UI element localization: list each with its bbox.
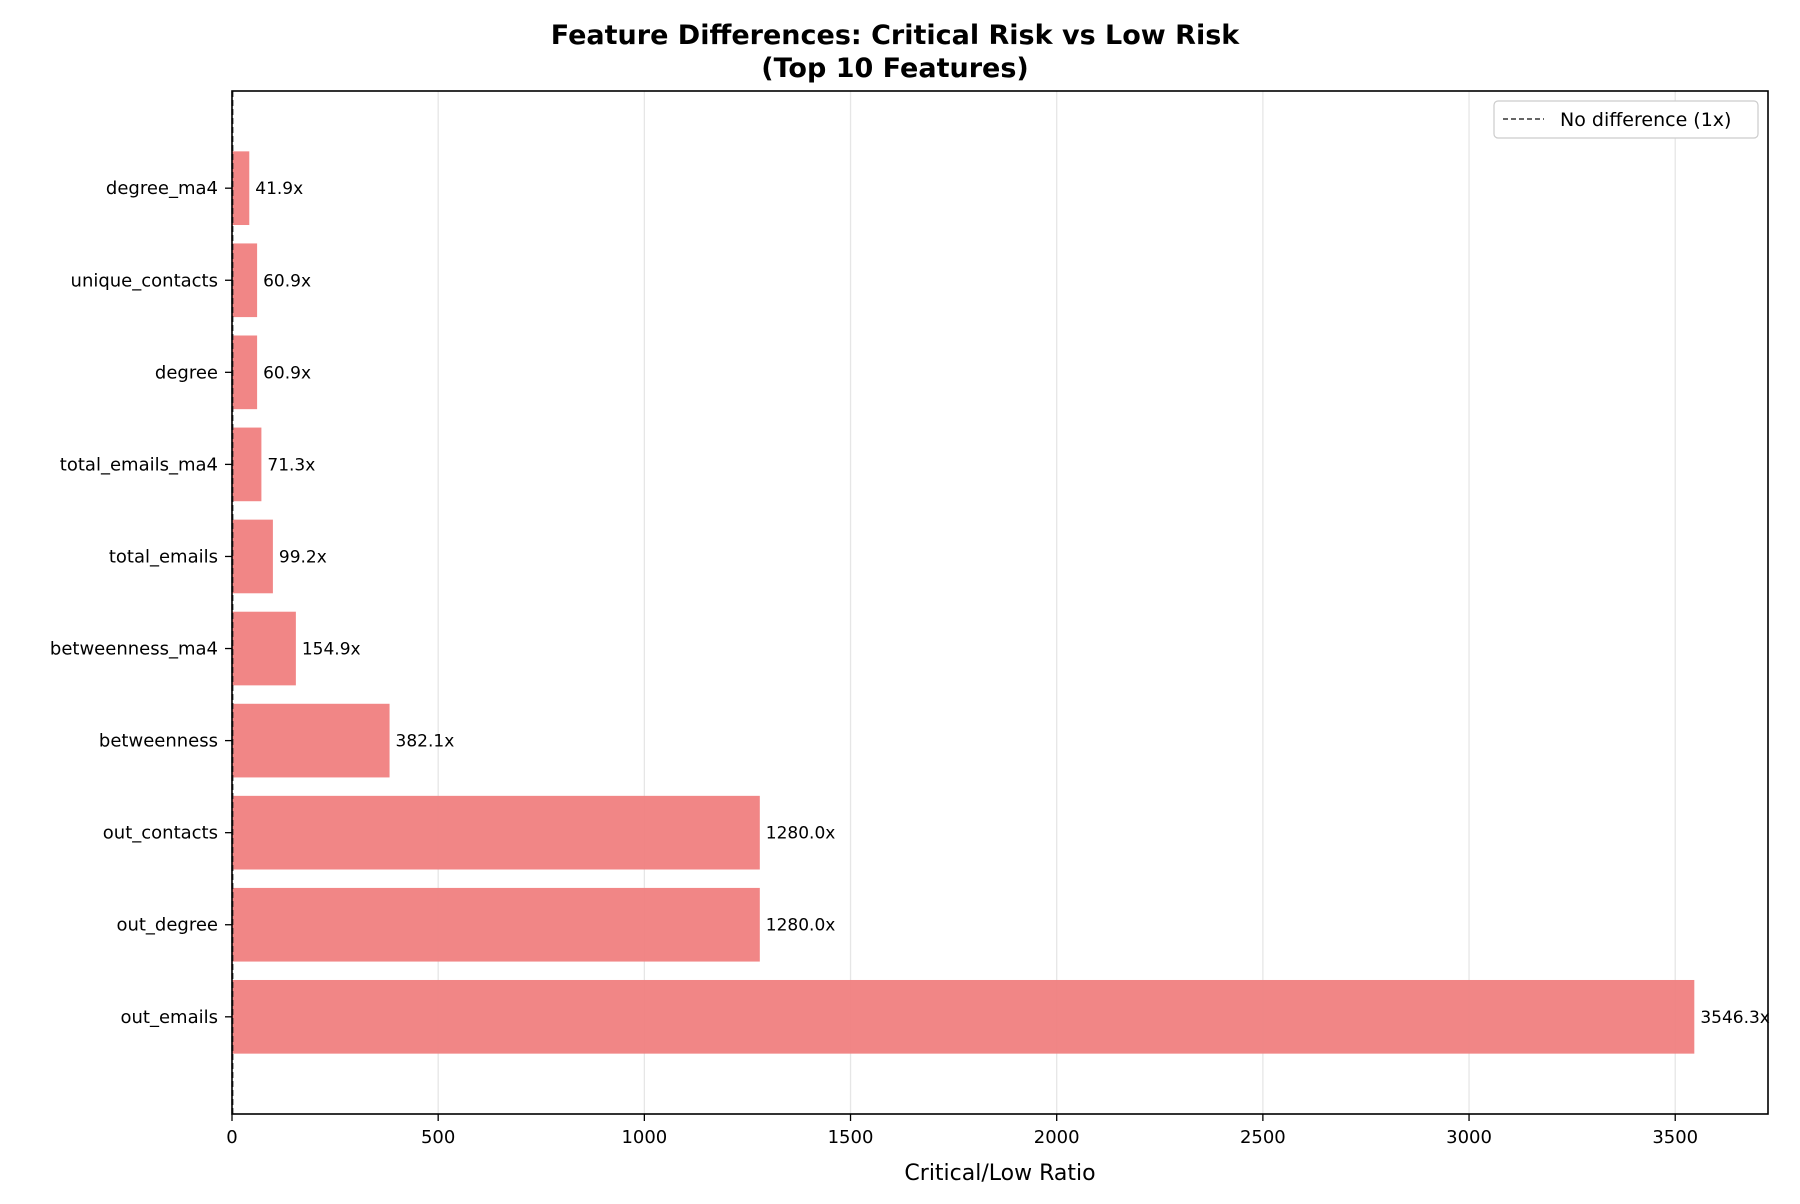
y-tick-label-3: betweenness [99, 731, 218, 752]
y-tick-label-9: degree_ma4 [106, 178, 218, 199]
x-tick-label-0: 0 [226, 1127, 237, 1148]
bar-total_emails_ma4 [232, 427, 262, 502]
data-label-9: 41.9x [255, 179, 303, 199]
plot-frame [231, 90, 1769, 1115]
data-label-0: 3546.3x [1700, 1008, 1770, 1028]
data-label-5: 99.2x [279, 547, 327, 567]
chart-title: Feature Differences: Critical Risk vs Lo… [551, 20, 1241, 51]
chart-subtitle: (Top 10 Features) [761, 53, 1028, 84]
bar-betweenness_ma4 [232, 611, 296, 686]
data-label-7: 60.9x [263, 363, 311, 383]
data-label-1: 1280.0x [766, 916, 836, 936]
data-label-4: 154.9x [302, 640, 361, 660]
y-tick-label-1: out_degree [116, 915, 218, 936]
bar-unique_contacts [232, 243, 258, 318]
x-tick-label-5: 2500 [1240, 1127, 1286, 1148]
y-tick-label-6: total_emails_ma4 [60, 454, 218, 475]
bars [232, 151, 1695, 1054]
legend-label: No difference (1x) [1560, 109, 1731, 131]
y-axis-ticks: out_emails out_degree out_contacts betweenn… [50, 178, 232, 1028]
x-axis-label: Critical/Low Ratio [904, 1161, 1095, 1186]
x-tick-label-1: 500 [421, 1127, 455, 1148]
bar-out_degree [232, 887, 760, 962]
x-tick-label-3: 1500 [828, 1127, 874, 1148]
bar-out_contacts [232, 795, 760, 870]
x-tick-label-6: 3000 [1446, 1127, 1492, 1148]
data-label-6: 71.3x [267, 455, 315, 475]
legend: No difference (1x) [1493, 100, 1759, 139]
y-tick-label-2: out_contacts [103, 823, 218, 844]
data-label-2: 1280.0x [766, 824, 836, 844]
bar-total_emails [232, 519, 273, 594]
grid-lines [231, 91, 1676, 1114]
bar-out_emails [232, 979, 1695, 1054]
bar-degree [232, 335, 258, 410]
bar-degree_ma4 [232, 151, 250, 226]
y-tick-label-4: betweenness_ma4 [50, 639, 218, 660]
x-tick-label-2: 1000 [621, 1127, 667, 1148]
y-tick-label-0: out_emails [121, 1007, 219, 1028]
y-tick-label-7: degree [155, 362, 218, 383]
y-tick-label-5: total_emails [109, 546, 218, 567]
data-label-3: 382.1x [396, 732, 455, 752]
x-tick-label-7: 3500 [1652, 1127, 1698, 1148]
bar-betweenness [232, 703, 390, 778]
x-axis-ticks: 0 500 1000 1500 2000 2500 3000 3500 [226, 1114, 1698, 1148]
data-label-8: 60.9x [263, 271, 311, 291]
legend-box [1493, 100, 1759, 139]
x-tick-label-4: 2000 [1034, 1127, 1080, 1148]
data-labels: 3546.3x 1280.0x 1280.0x 382.1x 154.9x 99.2x 71… [255, 179, 1770, 1028]
y-tick-label-8: unique_contacts [71, 270, 218, 291]
